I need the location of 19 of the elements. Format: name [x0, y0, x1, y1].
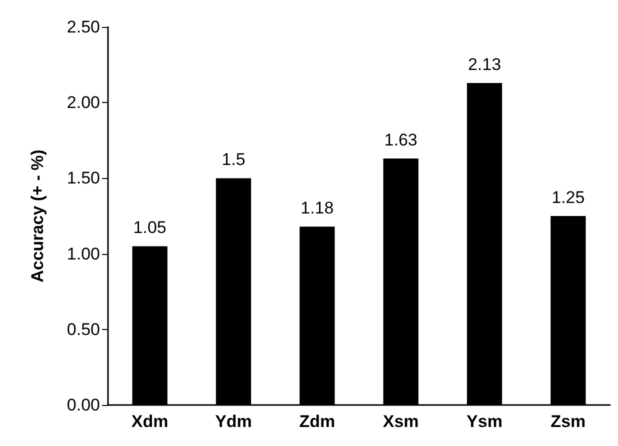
x-tick-label: Zdm [299, 412, 336, 431]
y-tick-label: 1.00 [66, 244, 100, 264]
y-tick-label: 2.00 [66, 93, 100, 112]
x-tick-label: Xsm [382, 412, 419, 431]
data-label: 2.13 [468, 54, 502, 74]
y-tick-label: 2.50 [66, 18, 100, 36]
data-label: 1.25 [552, 188, 585, 207]
data-label: 1.05 [133, 218, 166, 238]
data-label: 1.63 [384, 130, 418, 150]
y-tick-label: 0.00 [66, 396, 100, 414]
x-tick-label: Ysm [466, 412, 502, 431]
x-tick-label: Xdm [131, 412, 168, 431]
y-axis-title: Accuracy (+ - %) [28, 150, 47, 282]
x-tick-label: Ydm [215, 412, 252, 431]
data-label: 1.5 [222, 150, 246, 170]
y-tick-label: 1.50 [66, 168, 100, 188]
x-tick-label: Zsm [550, 412, 586, 431]
y-tick-label: 0.50 [66, 320, 100, 339]
data-label: 1.18 [300, 198, 334, 218]
